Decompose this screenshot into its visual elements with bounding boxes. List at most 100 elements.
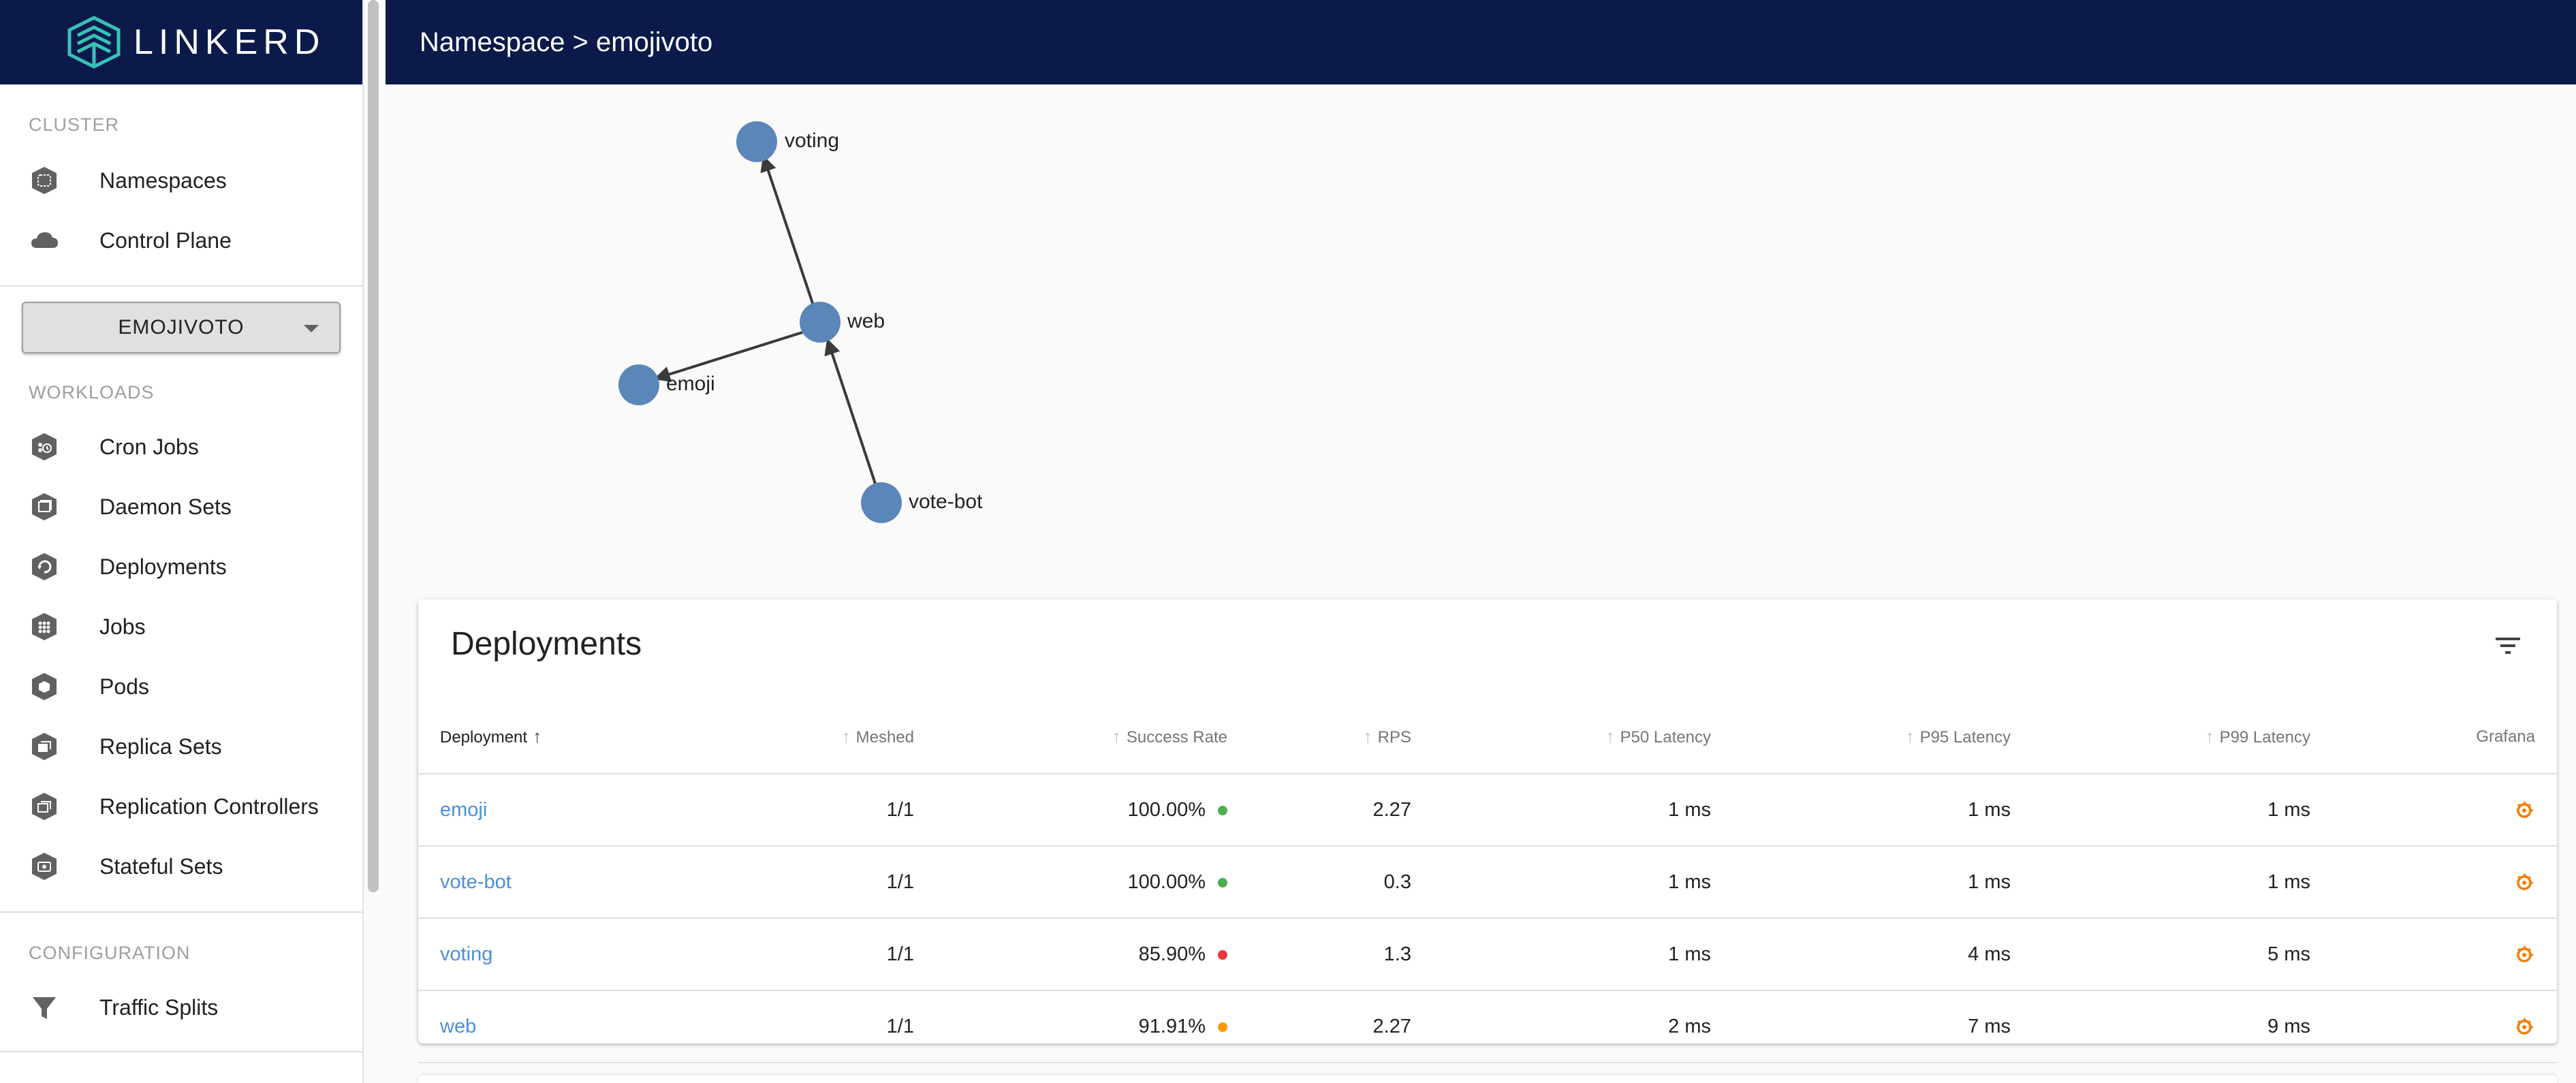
grafana-cell xyxy=(2332,774,2557,847)
graph-node-vote-bot[interactable] xyxy=(861,482,902,523)
divider xyxy=(0,1051,362,1052)
filter-icon xyxy=(33,997,56,1019)
grafana-icon[interactable] xyxy=(2513,800,2535,821)
workloads-section-label: WORKLOADS xyxy=(29,382,155,403)
chevron-down-icon xyxy=(304,325,319,332)
status-dot xyxy=(1218,805,1227,815)
sidebar-item-label: Daemon Sets xyxy=(99,494,232,519)
logo-bar[interactable]: LINKERD xyxy=(0,0,362,84)
namespace-icon xyxy=(32,167,57,194)
grafana-icon[interactable] xyxy=(2513,944,2535,966)
column-header-rps[interactable]: ↑ RPS xyxy=(1249,700,1433,774)
success-rate-cell: 100.00% xyxy=(936,846,1249,919)
table-row: emoji 1/1 100.00% 2.27 1 ms 1 ms 1 ms xyxy=(418,774,2557,847)
sidebar-item-namespaces[interactable]: Namespaces xyxy=(0,151,362,210)
sidebar-item-control-plane[interactable]: Control Plane xyxy=(0,210,362,270)
grafana-cell xyxy=(2332,918,2557,991)
column-header-deployment[interactable]: Deployment ↑ xyxy=(418,700,711,774)
p99-cell: 9 ms xyxy=(2032,990,2332,1063)
meshed-cell: 1/1 xyxy=(711,846,936,919)
deployments-table: Deployment ↑ ↑ Meshed ↑ Success Rate ↑ RPS ↑… xyxy=(418,700,2557,1063)
table-row: voting 1/1 85.90% 1.3 1 ms 4 ms 5 ms xyxy=(418,918,2557,991)
p99-cell: 1 ms xyxy=(2032,774,2332,847)
deployment-icon xyxy=(32,553,57,580)
sidebar-item-label: Jobs xyxy=(99,614,146,639)
sidebar-item-label: Replica Sets xyxy=(99,734,222,759)
sidebar-item-pods[interactable]: Pods xyxy=(0,657,362,717)
sidebar-item-label: Traffic Splits xyxy=(99,994,219,1020)
meshed-cell: 1/1 xyxy=(711,774,936,847)
grafana-icon[interactable] xyxy=(2513,872,2535,894)
pod-icon xyxy=(32,673,57,700)
rps-cell: 1.3 xyxy=(1249,918,1433,991)
sort-arrow-icon: ↑ xyxy=(1112,726,1121,747)
sidebar-item-label: Replication Controllers xyxy=(99,794,319,819)
sidebar-item-label: Control Plane xyxy=(99,227,232,253)
sidebar-item-label: Stateful Sets xyxy=(99,853,223,879)
sidebar-item-jobs[interactable]: Jobs xyxy=(0,597,362,657)
replication-controller-icon xyxy=(32,793,57,820)
deployment-name-cell: emoji xyxy=(418,774,711,847)
column-header-meshed[interactable]: ↑ Meshed xyxy=(711,700,936,774)
rps-cell: 0.3 xyxy=(1249,846,1433,919)
success-rate-value: 85.90% xyxy=(1138,943,1206,965)
sidebar-item-deployments[interactable]: Deployments xyxy=(0,537,362,597)
filter-list-icon[interactable] xyxy=(2494,633,2522,658)
linkerd-logo-icon xyxy=(67,16,121,69)
sidebar-item-traffic-splits[interactable]: Traffic Splits xyxy=(0,977,362,1037)
cluster-section-label: CLUSTER xyxy=(29,114,120,135)
cloud-icon xyxy=(31,232,58,248)
p95-cell: 7 ms xyxy=(1733,990,2032,1063)
p50-cell: 1 ms xyxy=(1433,918,1733,991)
graph-node-label: voting xyxy=(785,129,839,152)
success-rate-cell: 100.00% xyxy=(936,774,1249,847)
column-header-p95[interactable]: ↑ P95 Latency xyxy=(1733,700,2032,774)
sidebar-item-stateful-sets[interactable]: Stateful Sets xyxy=(0,836,362,896)
sidebar: LINKERD CLUSTER Namespaces Control Plane… xyxy=(0,0,364,1083)
sidebar-item-cron-jobs[interactable]: Cron Jobs xyxy=(0,417,362,477)
sidebar-scrollbar[interactable] xyxy=(368,0,379,892)
graph-edge-web-emoji xyxy=(653,331,803,382)
success-rate-value: 91.91% xyxy=(1138,1015,1206,1037)
card-title: Deployments xyxy=(451,626,642,662)
deployment-link[interactable]: voting xyxy=(440,943,493,965)
meshed-cell: 1/1 xyxy=(711,918,936,991)
table-row: vote-bot 1/1 100.00% 0.3 1 ms 1 ms 1 ms xyxy=(418,846,2557,919)
graph-node-label: web xyxy=(847,310,885,332)
divider xyxy=(0,285,362,287)
column-header-p99[interactable]: ↑ P99 Latency xyxy=(2032,700,2332,774)
sidebar-item-replication-controllers[interactable]: Replication Controllers xyxy=(0,776,362,836)
grafana-icon[interactable] xyxy=(2513,1016,2535,1038)
sidebar-item-replica-sets[interactable]: Replica Sets xyxy=(0,717,362,776)
column-header-success-rate[interactable]: ↑ Success Rate xyxy=(936,700,1249,774)
namespace-select[interactable]: EMOJIVOTO xyxy=(22,302,341,354)
graph-node-voting[interactable] xyxy=(736,121,777,162)
graph-node-label: emoji xyxy=(666,373,715,395)
rps-cell: 2.27 xyxy=(1249,990,1433,1063)
sidebar-item-daemon-sets[interactable]: Daemon Sets xyxy=(0,477,362,537)
logo-text: LINKERD xyxy=(133,22,326,62)
rps-cell: 2.27 xyxy=(1249,774,1433,847)
sort-arrow-icon: ↑ xyxy=(1605,726,1615,747)
table-row: web 1/1 91.91% 2.27 2 ms 7 ms 9 ms xyxy=(418,990,2557,1063)
deployment-link[interactable]: web xyxy=(440,1015,477,1037)
p95-cell: 4 ms xyxy=(1733,918,2032,991)
sidebar-item-label: Deployments xyxy=(99,554,227,579)
deployment-link[interactable]: emoji xyxy=(440,798,488,821)
graph-node-emoji[interactable] xyxy=(618,364,659,405)
statefulset-icon xyxy=(32,853,57,880)
sort-ascending-icon: ↑ xyxy=(533,726,542,747)
sort-arrow-icon: ↑ xyxy=(1905,726,1915,747)
grafana-cell xyxy=(2332,846,2557,919)
deployment-link[interactable]: vote-bot xyxy=(440,870,512,893)
graph-edge-web-voting xyxy=(760,155,815,306)
namespace-select-value: EMOJIVOTO xyxy=(118,316,245,339)
graph-edge-votebot-web xyxy=(824,338,878,488)
graph-node-web[interactable] xyxy=(800,302,841,343)
deployment-name-cell: vote-bot xyxy=(418,846,711,919)
column-header-p50[interactable]: ↑ P50 Latency xyxy=(1433,700,1733,774)
grafana-cell xyxy=(2332,990,2557,1063)
p99-cell: 5 ms xyxy=(2032,918,2332,991)
replicaset-icon xyxy=(32,733,57,760)
daemonset-icon xyxy=(32,493,57,520)
